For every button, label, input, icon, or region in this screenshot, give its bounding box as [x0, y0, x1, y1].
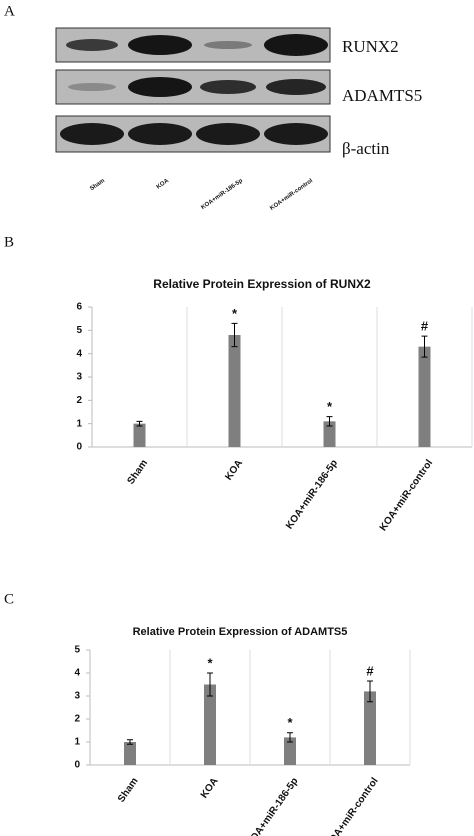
error-bar [127, 739, 133, 745]
bar [418, 346, 431, 447]
band [266, 79, 326, 95]
band [66, 39, 118, 51]
lane-label: KOA [156, 178, 171, 191]
chart-title: Relative Protein Expression of ADAMTS5 [133, 626, 348, 638]
error-bar [287, 732, 293, 743]
error-bar [136, 420, 143, 427]
error-bar [207, 672, 213, 697]
x-tick-label: Sham [116, 776, 141, 805]
chart-title: Relative Protein Expression of RUNX2 [153, 277, 371, 291]
y-tick-label: 2 [76, 395, 82, 406]
y-tick-label: 0 [76, 442, 82, 453]
bar [228, 335, 241, 447]
significance-mark: * [207, 655, 213, 670]
error-bar [326, 416, 333, 427]
band [200, 80, 256, 94]
y-tick-label: 5 [74, 645, 80, 656]
band [128, 123, 192, 145]
y-tick-label: 4 [74, 668, 80, 679]
bar [364, 691, 376, 765]
error-bar [367, 680, 373, 703]
bar [323, 421, 336, 447]
x-tick-label: KOA+miR-control [323, 776, 380, 836]
band-label: RUNX2 [342, 37, 399, 56]
bar [124, 742, 136, 765]
bar [133, 423, 146, 447]
bar [204, 684, 216, 765]
band [60, 123, 124, 145]
x-tick-label: KOA+miR-control [378, 458, 435, 533]
error-bar [231, 322, 238, 348]
lane-label: KOA+miR-control [269, 178, 314, 212]
significance-mark: # [421, 319, 429, 334]
error-bar [421, 335, 428, 358]
x-tick-label: KOA+miR-186-5p [284, 458, 340, 531]
band [204, 41, 252, 49]
x-tick-label: KOA [223, 458, 245, 483]
y-tick-label: 6 [76, 302, 82, 313]
panel-label: A [4, 3, 15, 19]
y-tick-label: 0 [74, 760, 80, 771]
bar [284, 737, 296, 765]
significance-mark: * [327, 399, 333, 414]
western-blot: RUNX2 ADAMTS5 β-actin Sham KOA KOA+miR-1… [55, 27, 422, 212]
band [128, 77, 192, 97]
band [68, 83, 116, 91]
significance-mark: # [366, 663, 374, 678]
band [264, 34, 328, 56]
y-tick-label: 1 [76, 418, 82, 429]
x-tick-label: KOA [199, 776, 221, 801]
y-tick-label: 1 [74, 737, 80, 748]
y-tick-label: 3 [76, 372, 82, 383]
x-tick-label: KOA+miR-186-5p [245, 776, 301, 836]
significance-mark: * [232, 306, 238, 321]
y-tick-label: 5 [76, 325, 82, 336]
y-tick-label: 3 [74, 691, 80, 702]
y-tick-label: 4 [76, 348, 82, 359]
lane-label: KOA+miR-186-5p [200, 178, 244, 211]
band [128, 35, 192, 55]
x-tick-label: Sham [125, 458, 150, 487]
panel-label: C [4, 591, 14, 607]
significance-mark: * [287, 715, 293, 730]
band [196, 123, 260, 145]
lane-label: Sham [89, 178, 106, 192]
panel-label: B [4, 234, 14, 250]
band [264, 123, 328, 145]
band-label: β-actin [342, 139, 390, 158]
band-label: ADAMTS5 [342, 86, 422, 105]
y-tick-label: 2 [74, 714, 80, 725]
